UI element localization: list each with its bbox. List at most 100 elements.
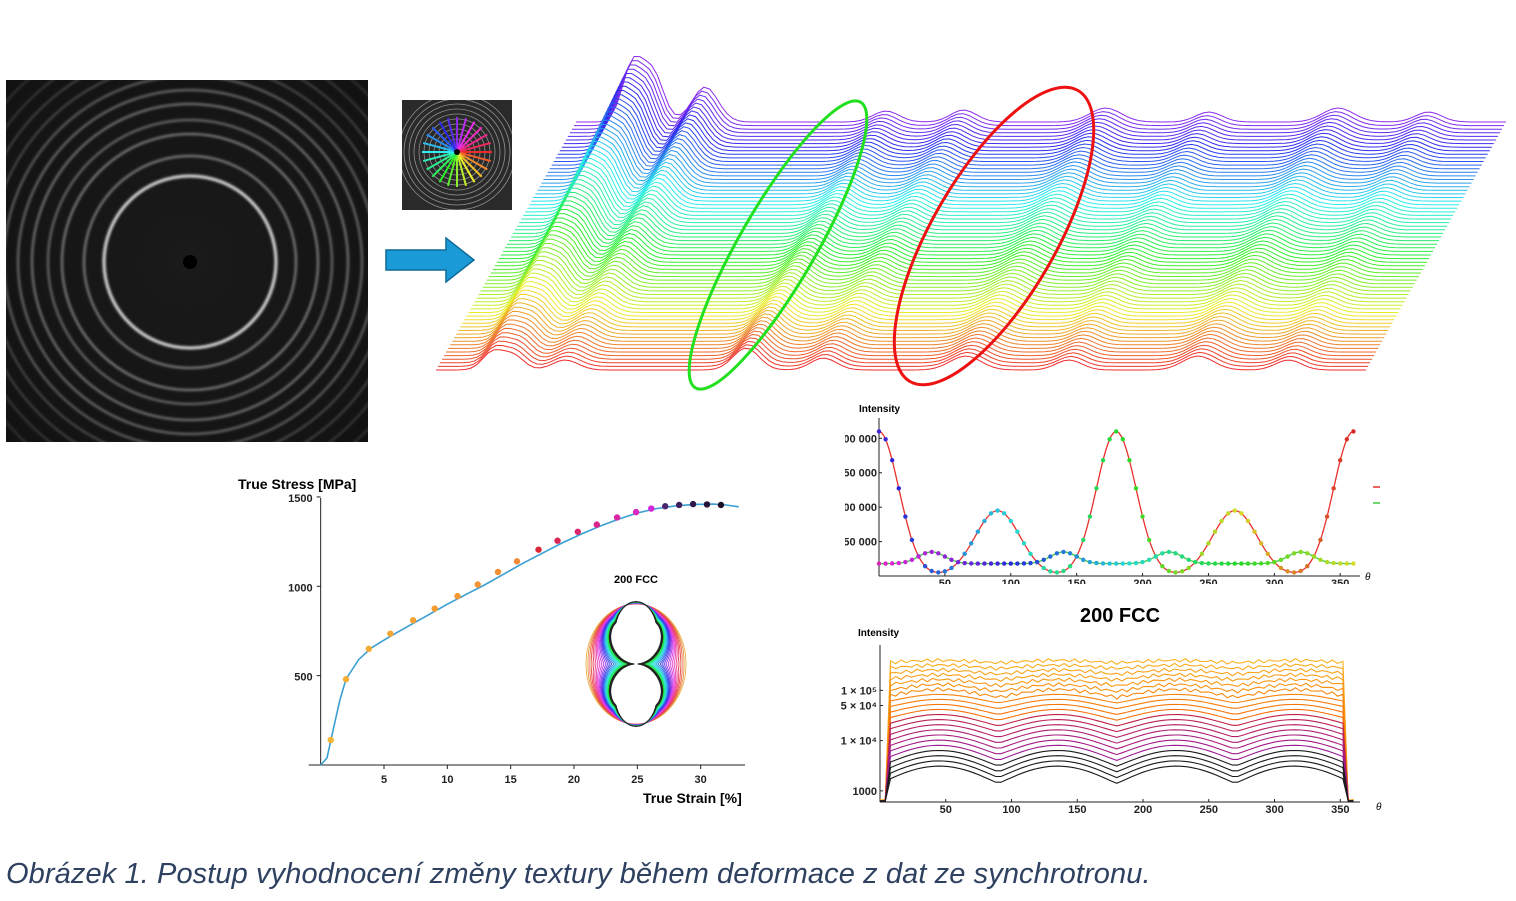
thumb-spoke (456, 117, 468, 153)
x-tick-label: 200 (1134, 804, 1152, 815)
thumb-spoke (456, 151, 492, 163)
waterfall-trace (567, 72, 1498, 137)
series-marker (1087, 559, 1093, 565)
waterfall-trace (535, 140, 1466, 195)
fcc-curve (880, 724, 1354, 802)
thumb-spoke (426, 151, 458, 171)
series-marker (1212, 561, 1218, 566)
series-marker (1291, 570, 1297, 575)
waterfall-trace (468, 281, 1399, 314)
thumb-spoke (426, 133, 458, 153)
series-marker (1015, 561, 1020, 566)
series-marker (889, 561, 895, 566)
theta-axis-label: θ (1365, 572, 1371, 583)
stress-marker (409, 617, 417, 624)
series-marker (1252, 561, 1257, 566)
thumb-spoke (456, 121, 476, 153)
fcc-curve (879, 667, 1354, 802)
stress-marker (593, 521, 600, 528)
series-marker (1120, 561, 1125, 566)
thumb-spoke (422, 141, 458, 153)
series-marker (1067, 551, 1073, 556)
waterfall-trace (517, 179, 1448, 227)
series-marker (1061, 568, 1066, 574)
series-marker (1120, 437, 1125, 442)
thumb-spoke (456, 133, 488, 153)
stress-marker (613, 514, 621, 521)
series-marker (1074, 554, 1079, 559)
series-marker (1265, 560, 1270, 566)
series-marker (1285, 554, 1290, 559)
fcc-curve (880, 713, 1354, 802)
bcc-fcc-intensity-chart: 50 100 150 200 250 300 350 50 000 100 000 150 000… (845, 404, 1380, 584)
x-tick-label: 20 (568, 774, 580, 786)
legend: 200 BCC 200 FCC (1373, 486, 1380, 504)
stress-marker (675, 501, 683, 509)
series-marker (962, 560, 967, 566)
series-marker (1351, 429, 1356, 434)
series-marker (1219, 518, 1224, 524)
x-tick-label: 250 (1200, 804, 1218, 815)
waterfall-trace (503, 208, 1433, 252)
fcc-curve (880, 729, 1354, 802)
series-marker (1146, 557, 1152, 563)
series-marker (876, 429, 882, 434)
series-marker (1021, 541, 1027, 546)
thumb-spoke (438, 121, 458, 153)
stress-marker (387, 630, 394, 637)
waterfall-trace (460, 298, 1391, 328)
waterfall-trace (462, 293, 1393, 324)
series-marker (942, 569, 948, 574)
stress-marker (513, 558, 521, 565)
waterfall-trace (525, 162, 1456, 213)
series-marker (1344, 561, 1350, 566)
intensity-axis-label: Intensity (858, 628, 900, 639)
series-marker (1127, 458, 1132, 463)
thumb-spoke (456, 151, 468, 187)
series-marker (1173, 570, 1178, 575)
x-tick-label: 150 (1067, 578, 1085, 584)
series-marker (1206, 541, 1211, 546)
fcc-curve (879, 662, 1354, 802)
y-tick-label: 1000 (853, 786, 877, 798)
waterfall-trace (563, 81, 1494, 145)
series-marker (1239, 511, 1244, 516)
fcc-curve (880, 765, 1354, 802)
series-marker (922, 563, 928, 569)
waterfall-trace (486, 242, 1417, 281)
series-marker (1298, 549, 1303, 555)
polar-contour (592, 603, 680, 725)
series-marker (955, 559, 961, 565)
series-marker (1179, 554, 1185, 559)
waterfall-3d-plot (436, 55, 1506, 391)
diffraction-ring (61, 133, 319, 391)
y-tick-label: 1000 (288, 582, 312, 594)
series-marker (962, 551, 967, 557)
series-marker (1107, 561, 1112, 566)
y-tick-label: 50 000 (845, 537, 877, 549)
series-marker (1212, 529, 1218, 534)
stress-marker (689, 500, 697, 508)
stress-axis-label: True Stress [MPa] (238, 476, 356, 492)
series-marker (1166, 549, 1172, 555)
waterfall-trace (464, 289, 1395, 321)
green-highlight-ellipse (687, 99, 869, 391)
diffraction-ring (47, 119, 333, 405)
series-marker (1133, 486, 1139, 491)
figure-caption: Obrázek 1. Postup vyhodnocení změny text… (6, 858, 1151, 890)
waterfall-trace (494, 225, 1425, 267)
fcc-curve (880, 760, 1354, 802)
waterfall-trace (490, 234, 1421, 274)
series-marker (1160, 563, 1165, 569)
stress-marker (474, 581, 481, 588)
series-marker (1186, 565, 1191, 571)
waterfall-trace (549, 111, 1480, 170)
y-tick-label: 200 000 (845, 433, 877, 445)
waterfall-trace (576, 55, 1506, 123)
y-tick-label: 100 000 (845, 502, 877, 514)
series-marker (1226, 561, 1231, 566)
fcc-curve (880, 739, 1354, 802)
x-tick-label: 150 (1068, 804, 1086, 815)
stress-marker (662, 503, 669, 510)
waterfall-trace (547, 115, 1478, 173)
